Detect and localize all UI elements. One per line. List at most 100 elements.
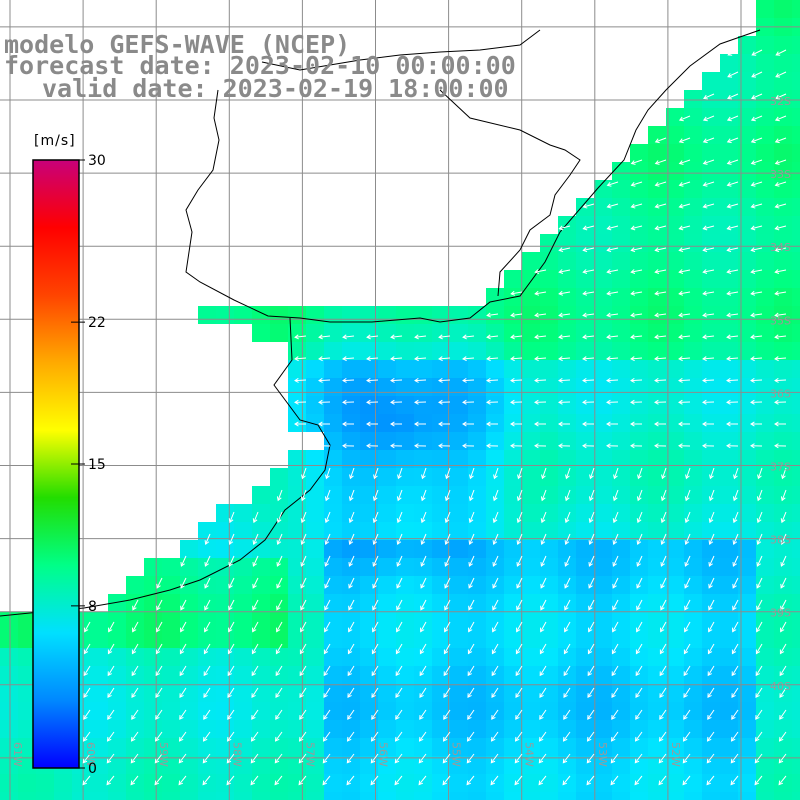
wind-arrow [342, 377, 355, 383]
wind-arrow [630, 247, 643, 253]
wind-arrow [419, 709, 427, 720]
wind-arrow [486, 312, 499, 318]
wind-arrow [702, 269, 715, 274]
wind-arrow [606, 269, 619, 274]
wind-arrow [726, 225, 739, 231]
wind-arrow [467, 687, 475, 699]
longitude-label: 55W [450, 742, 463, 767]
title-model: modelo GEFS-WAVE (NCEP) [4, 30, 351, 59]
wind-arrow [322, 753, 331, 764]
wind-arrow [660, 555, 667, 567]
wind-arrow [444, 555, 451, 567]
wind-arrow [534, 356, 547, 362]
wind-arrow [510, 334, 523, 340]
wind-arrow [443, 709, 451, 720]
wind-arrow [228, 621, 235, 633]
wind-arrow [396, 489, 403, 502]
wind-arrow [178, 753, 187, 764]
wind-arrow [630, 334, 643, 340]
wind-arrow [588, 577, 595, 589]
wind-arrow [540, 621, 547, 633]
wind-arrow [371, 709, 379, 720]
wind-arrow [606, 181, 619, 187]
wind-arrow [300, 533, 307, 545]
wind-arrow [588, 621, 595, 633]
wind-arrow [654, 225, 667, 231]
wind-arrow [702, 203, 715, 209]
wind-arrow [750, 115, 763, 122]
wind-arrow [678, 421, 691, 427]
longitude-labels: 61W 60W 59W 58W 57W 56W 55W 54W 53W 52W [11, 742, 682, 767]
wind-arrow [348, 533, 355, 545]
wind-arrow [324, 577, 331, 589]
wind-arrow [606, 421, 619, 427]
wind-arrow [564, 489, 571, 502]
wind-arrow [780, 621, 787, 633]
wind-arrow [486, 356, 499, 362]
wind-arrow [318, 334, 331, 340]
wind-arrow [493, 467, 499, 480]
wind-arrow [563, 643, 571, 655]
wind-arrow [348, 599, 355, 611]
wind-arrow [558, 421, 571, 427]
wind-arrow [203, 687, 211, 699]
wind-arrow [774, 137, 787, 144]
wind-arrow [654, 203, 667, 209]
wind-arrow [342, 421, 355, 427]
wind-arrow [540, 489, 547, 502]
wind-arrow [107, 709, 115, 720]
wind-arrow [444, 577, 451, 589]
wind-arrow [276, 577, 283, 589]
wind-arrow [444, 599, 451, 611]
wind-arrow [228, 599, 235, 611]
wind-arrow [372, 511, 379, 524]
wind-arrow [562, 731, 571, 742]
wind-arrow [395, 709, 403, 720]
wind-arrow [318, 421, 331, 427]
wind-arrow [754, 731, 763, 742]
wind-arrow [83, 665, 91, 677]
wind-arrow [414, 377, 427, 383]
wind-arrow [678, 137, 691, 144]
wind-arrow [659, 687, 667, 699]
wind-arrow [534, 334, 547, 340]
wind-arrow [654, 137, 667, 144]
wind-arrow [300, 555, 307, 567]
wind-arrow [582, 443, 595, 449]
wind-arrow [750, 443, 763, 449]
wind-arrow [443, 665, 451, 677]
wind-arrow [732, 555, 739, 567]
wind-arrow [534, 290, 547, 296]
wind-arrow [516, 577, 523, 589]
wind-arrow [202, 753, 211, 764]
wind-arrow [750, 290, 763, 296]
wind-arrow [709, 467, 715, 480]
wind-arrow [539, 643, 547, 655]
wind-arrow [155, 643, 163, 655]
wind-arrow [678, 377, 691, 383]
wind-arrow [586, 731, 595, 742]
wind-arrow [538, 775, 547, 786]
wind-arrow [726, 203, 739, 209]
wind-arrow [318, 443, 331, 449]
colorbar-tick-label: 22 [88, 315, 106, 331]
wind-arrow [774, 334, 787, 340]
wind-arrow [390, 377, 403, 383]
wind-arrow [780, 489, 787, 502]
wind-arrow [630, 203, 643, 209]
wind-arrow [611, 665, 619, 677]
wind-arrow [204, 533, 211, 545]
wind-arrow [492, 511, 499, 524]
wind-arrow [702, 334, 715, 340]
latitude-label: 32S [770, 95, 791, 108]
wind-arrow [654, 334, 667, 340]
wind-arrow [654, 443, 667, 449]
wind-arrow [702, 159, 715, 165]
wind-arrow [564, 577, 571, 589]
wind-arrow [492, 621, 499, 633]
wind-arrow [707, 665, 715, 677]
wind-arrow [510, 377, 523, 383]
wind-arrow [510, 290, 523, 296]
wind-arrow [582, 247, 595, 253]
wind-arrow [683, 687, 691, 699]
